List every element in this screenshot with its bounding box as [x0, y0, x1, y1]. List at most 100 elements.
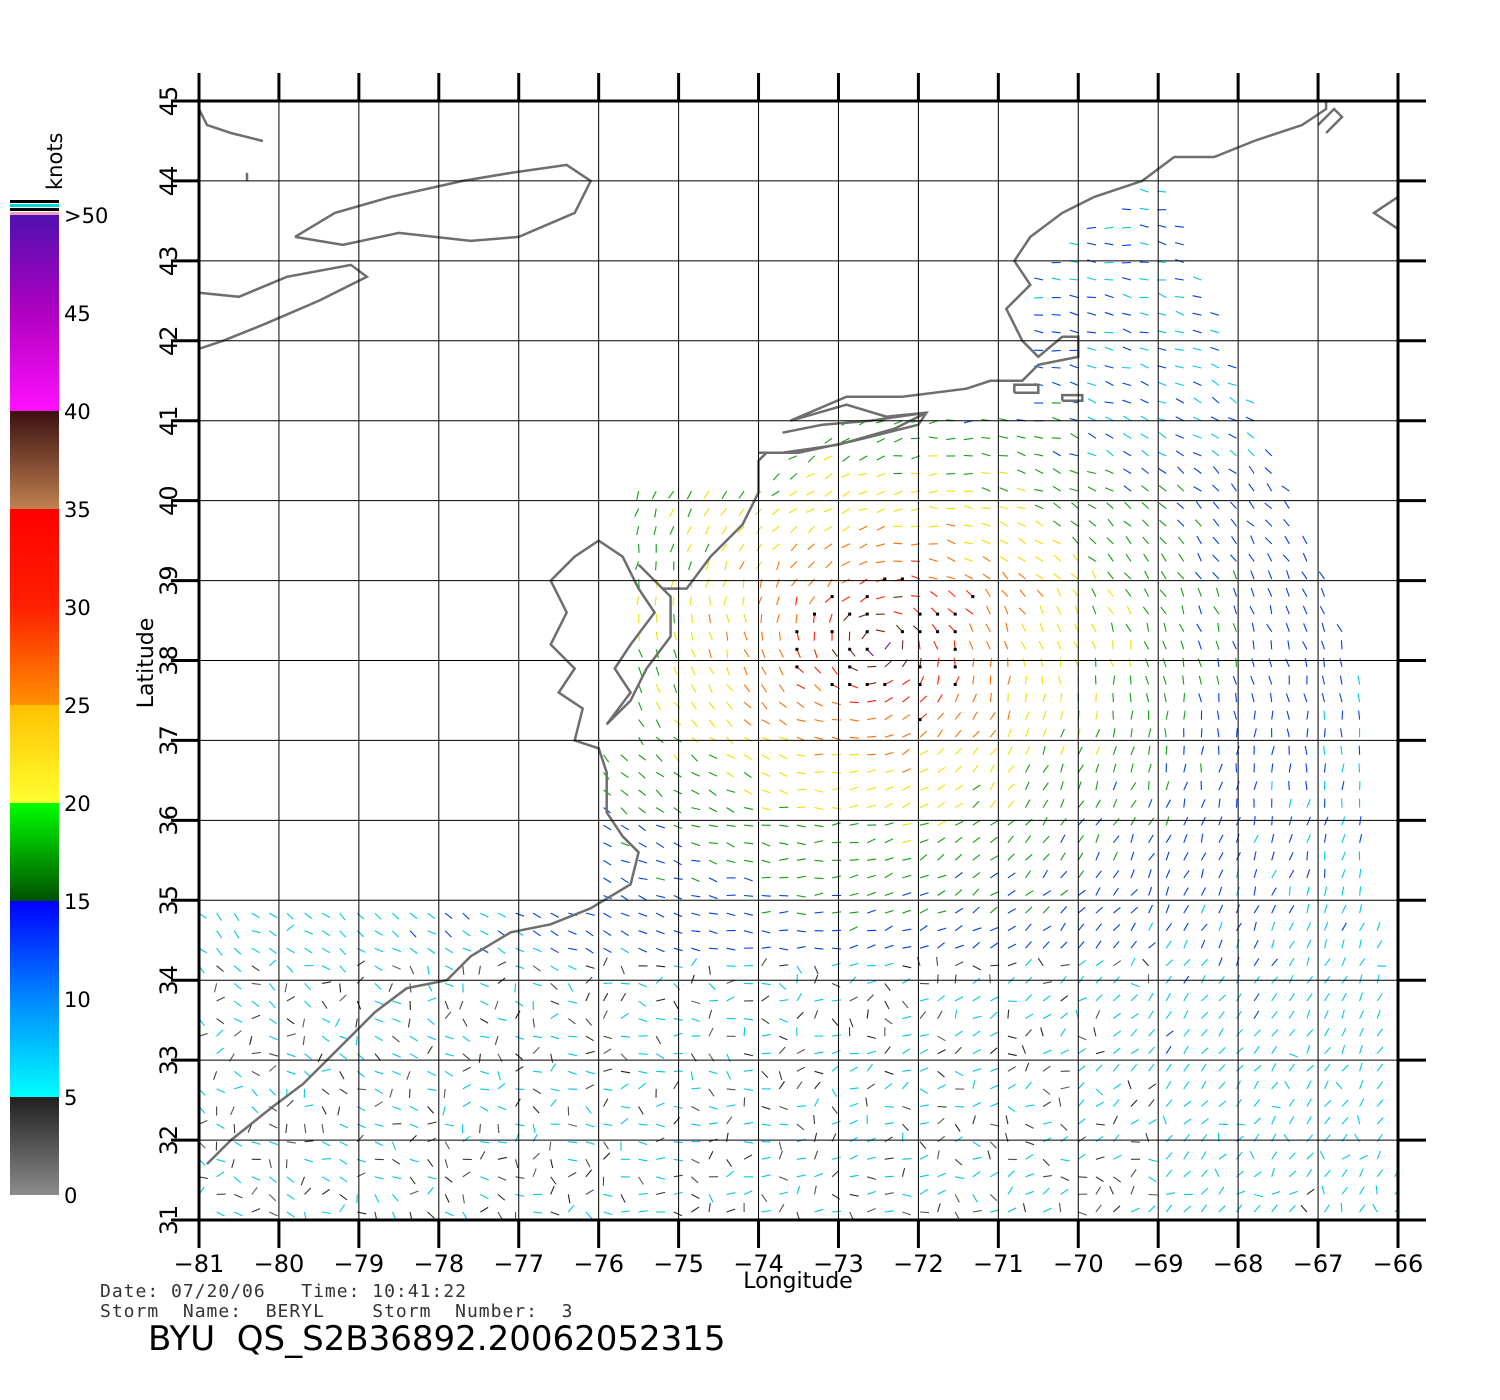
wind-vector: [1228, 468, 1237, 474]
wind-vector: [1148, 745, 1151, 755]
wind-vector: [427, 1187, 434, 1195]
wind-vector: [1359, 939, 1362, 949]
wind-vector: [919, 998, 929, 1002]
wind-vector: [1130, 782, 1137, 791]
wind-vector: [655, 684, 661, 693]
wind-vector: [339, 1141, 348, 1147]
longitude-tick-labels: −81 −80 −79 −78 −77 −76 −75 −74 −73 −72 −71 −70 −69−…: [174, 1250, 1424, 1278]
wind-vector: [884, 1070, 894, 1075]
wind-vector: [761, 789, 771, 794]
wind-vector: [1019, 589, 1026, 597]
wind-vector: [1218, 816, 1223, 826]
wind-vector: [1200, 745, 1205, 755]
wind-vector: [761, 1018, 770, 1025]
wind-vector: [374, 965, 383, 972]
wind-vector: [1324, 1028, 1330, 1037]
wind-vector: [972, 1080, 976, 1090]
map-plot-area: −81 −80 −79 −78 −77 −76 −75 −74 −73 −72 −71 −70 −69−…: [155, 73, 1426, 1278]
wind-vector: [1174, 365, 1184, 369]
wind-vector: [761, 1033, 771, 1037]
wind-vector: [480, 930, 489, 936]
wind-vector: [1122, 328, 1132, 334]
wind-vector: [876, 437, 886, 443]
wind-vector: [919, 1104, 929, 1108]
colorbar-label: 35: [64, 498, 91, 522]
wind-vector: [1139, 224, 1149, 228]
wind-vector: [1095, 1176, 1104, 1182]
wind-vector: [849, 944, 859, 949]
wind-vector: [989, 711, 996, 720]
wind-vector: [1227, 417, 1237, 422]
wind-vector: [1212, 484, 1220, 492]
wind-vector: [1060, 746, 1065, 756]
wind-vector: [743, 754, 753, 760]
wind-vector: [902, 696, 910, 703]
wind-vector: [708, 614, 712, 624]
wind-vector: [302, 1036, 306, 1046]
wind-vector: [831, 1156, 841, 1160]
wind-vector: [427, 930, 437, 935]
wind-vector: [1025, 958, 1033, 967]
wind-vector: [231, 1159, 235, 1169]
wind-vector: [374, 930, 383, 936]
wind-vector: [585, 992, 590, 1002]
wind-vector: [688, 561, 692, 571]
wind-vector: [990, 1123, 1000, 1127]
wind-vector: [515, 1193, 525, 1197]
wind-vector: [954, 820, 964, 826]
wind-vector: [1122, 399, 1132, 404]
wind-vector: [1340, 745, 1343, 755]
wind-vector: [1341, 904, 1347, 914]
wind-vector: [1200, 1169, 1208, 1178]
wind-vector: [1095, 746, 1101, 756]
wind-vector: [233, 1176, 242, 1184]
wind-vector: [1148, 922, 1154, 931]
wind-vector: [1174, 225, 1184, 228]
wind-vector: [937, 784, 946, 791]
wind-vector: [1200, 1134, 1208, 1143]
wind-vector: [1077, 889, 1086, 896]
wind-vector: [1069, 453, 1079, 457]
wind-vector: [814, 892, 824, 897]
wind-vector: [1233, 710, 1238, 720]
wind-vector: [1341, 763, 1345, 773]
wind-vector: [831, 1088, 838, 1097]
wind-vector: [374, 1053, 382, 1061]
wind-vector: [1123, 450, 1132, 457]
wind-vector: [876, 543, 885, 547]
rain-flag: [918, 665, 922, 669]
wind-vector: [1165, 959, 1174, 967]
wind-vector: [902, 909, 912, 914]
wind-vector: [1130, 982, 1140, 988]
wind-vector: [686, 525, 692, 535]
wind-vector: [1007, 1106, 1016, 1113]
wind-vector: [963, 437, 973, 441]
wind-vector: [655, 1102, 665, 1108]
wind-vector: [1130, 940, 1137, 949]
wind-vector: [304, 1187, 312, 1195]
wind-vector: [1034, 436, 1044, 439]
wind-vector: [1324, 993, 1330, 1002]
wind-vector: [901, 1081, 909, 1090]
wind-vector: [1095, 710, 1099, 720]
wind-vector: [1193, 397, 1202, 404]
wind-vector: [1148, 1158, 1158, 1163]
wind-vector: [1192, 416, 1202, 422]
wind-vector: [1303, 623, 1308, 632]
wind-vector: [568, 1000, 578, 1004]
wind-vector: [620, 895, 629, 901]
wind-vector: [743, 1027, 746, 1037]
wind-vector: [1218, 852, 1224, 861]
wind-vector: [902, 978, 911, 984]
wind-vector: [691, 1176, 699, 1184]
wind-vector: [937, 1117, 945, 1125]
wind-vector: [738, 508, 745, 517]
wind-vector: [339, 1204, 346, 1213]
wind-vector: [1287, 640, 1290, 650]
wind-vector: [972, 1030, 981, 1037]
wind-vector: [824, 473, 833, 480]
wind-vector: [673, 859, 682, 866]
wind-vector: [409, 1190, 419, 1195]
wind-vector: [946, 472, 956, 475]
wind-vector: [1060, 693, 1063, 703]
